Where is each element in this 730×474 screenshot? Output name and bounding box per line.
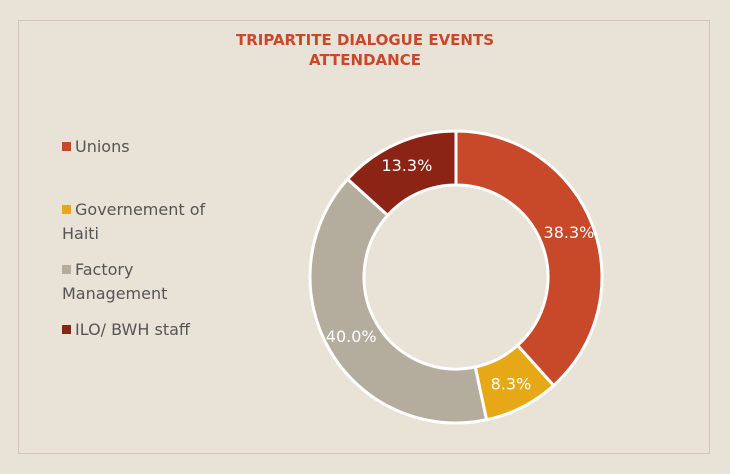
legend-item: Unions <box>62 135 212 159</box>
legend-label: ILO/ BWH staff <box>75 320 190 339</box>
chart-frame <box>18 20 710 454</box>
legend-item: ILO/ BWH staff <box>62 318 212 342</box>
data-label: 13.3% <box>381 156 432 175</box>
legend-swatch <box>62 205 71 214</box>
legend-item: Governement of Haiti <box>62 198 212 246</box>
legend-item: Factory Management <box>62 258 212 306</box>
data-label: 8.3% <box>491 374 532 393</box>
data-label: 38.3% <box>544 223 595 242</box>
legend-swatch <box>62 142 71 151</box>
donut-slice <box>308 177 489 425</box>
legend-label: Unions <box>75 137 130 156</box>
legend-label: Governement of Haiti <box>62 200 206 243</box>
chart-title: TRIPARTITE DIALOGUE EVENTS ATTENDANCE <box>235 31 495 69</box>
donut-slice <box>454 129 604 388</box>
data-label: 40.0% <box>326 327 377 346</box>
legend-swatch <box>62 265 71 274</box>
legend-swatch <box>62 325 71 334</box>
donut-slice <box>345 129 458 218</box>
legend-label: Factory Management <box>62 260 168 303</box>
